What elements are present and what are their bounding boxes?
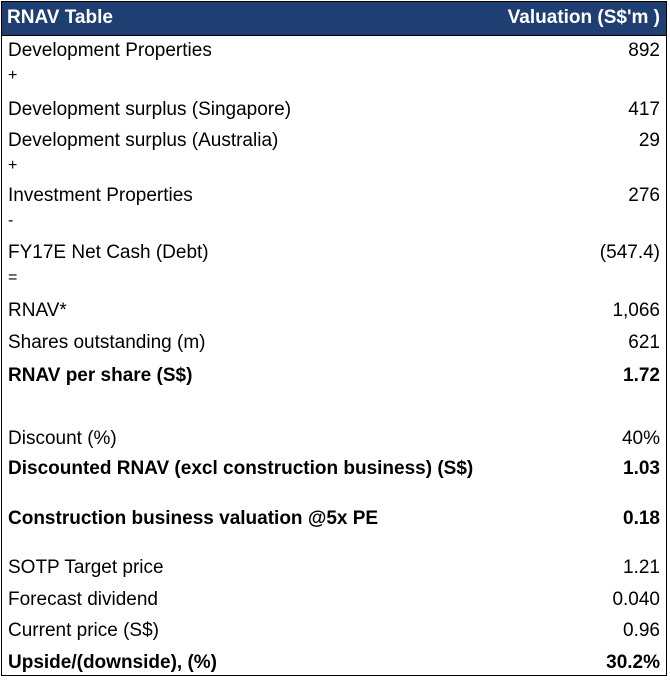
- row-label: FY17E Net Cash (Debt): [8, 242, 209, 263]
- row-value: (547.4): [599, 242, 660, 263]
- row-value: 29: [638, 130, 660, 151]
- row-label: Current price (S$): [8, 620, 159, 641]
- table-title: RNAV Table: [7, 7, 113, 28]
- row-label: Shares outstanding (m): [8, 332, 206, 353]
- row-value: 0.96: [623, 620, 660, 641]
- row-label: Discount (%): [8, 428, 117, 449]
- row-label: Upside/(downside), (%): [8, 652, 217, 673]
- row-value: 276: [628, 185, 660, 206]
- operator-label: +: [8, 67, 18, 84]
- operator-label: +: [8, 157, 18, 174]
- row-label: Forecast dividend: [8, 589, 158, 610]
- row-value: 40%: [621, 428, 660, 449]
- row-value: 1.72: [623, 365, 660, 386]
- row-value: 1.21: [623, 557, 660, 578]
- row-label: Discounted RNAV (excl construction busin…: [8, 458, 474, 479]
- row-value: 0.040: [612, 589, 660, 610]
- row-label: Development Properties: [8, 40, 212, 61]
- row-value: 417: [628, 99, 660, 120]
- row-label: Investment Properties: [8, 185, 193, 206]
- operator-label: -: [8, 212, 14, 229]
- row-label: RNAV*: [8, 300, 67, 321]
- row-value: 892: [628, 40, 660, 61]
- row-label: Development surplus (Singapore): [8, 99, 292, 120]
- row-value: 1,066: [612, 300, 660, 321]
- row-label: RNAV per share (S$): [8, 365, 193, 386]
- row-label: Development surplus (Australia): [8, 130, 279, 151]
- row-label: SOTP Target price: [8, 557, 164, 578]
- operator-label: =: [8, 269, 18, 286]
- row-value: 0.18: [623, 508, 660, 529]
- row-value: 621: [628, 332, 660, 353]
- valuation-column-header: Valuation (S$'m ): [507, 7, 660, 28]
- table-header: RNAV Table Valuation (S$'m ): [2, 2, 666, 36]
- row-value: 30.2%: [606, 652, 660, 673]
- row-label: Construction business valuation @5x PE: [8, 508, 379, 529]
- row-value: 1.03: [623, 458, 660, 479]
